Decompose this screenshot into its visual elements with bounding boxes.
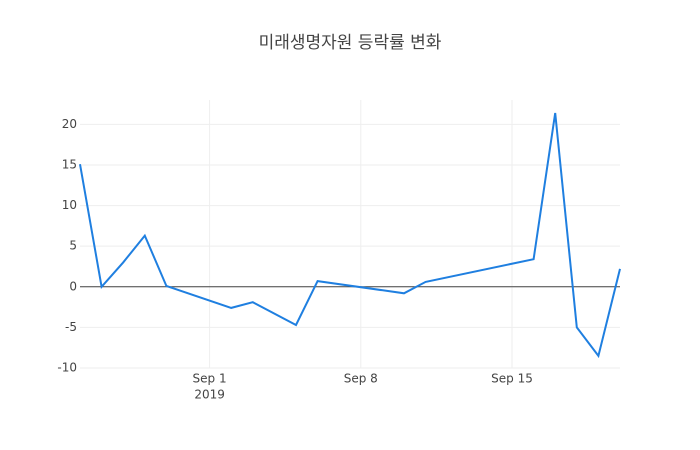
y-tick-label: 15 — [62, 157, 77, 171]
x-tick-label: Sep 8 — [344, 372, 378, 386]
line — [79, 112, 621, 359]
y-tick-label: -10 — [57, 361, 77, 375]
y-tick-label: -5 — [65, 320, 77, 334]
y-tick-label: 0 — [69, 279, 77, 293]
chart-title: 미래생명자원 등락률 변화 — [259, 33, 442, 53]
y-tick-label: 10 — [62, 198, 77, 212]
y-tick-label: 5 — [69, 239, 77, 253]
x-tick-year: 2019 — [194, 388, 225, 402]
y-tick-label: 20 — [62, 117, 77, 131]
x-tick-label: Sep 1 — [193, 372, 227, 386]
x-tick-label: Sep 15 — [491, 372, 533, 386]
